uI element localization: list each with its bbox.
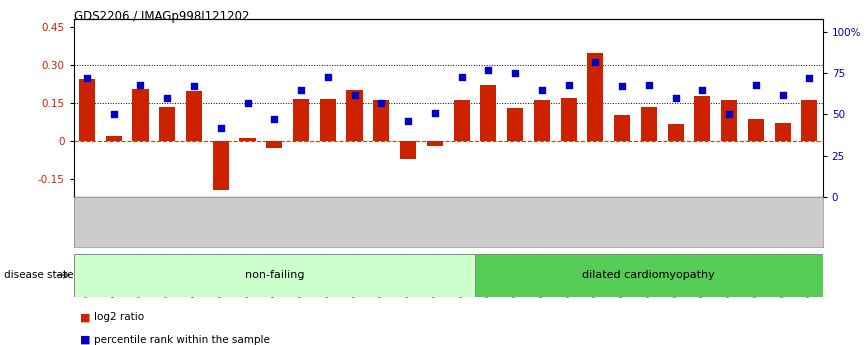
Text: dilated cardiomyopathy: dilated cardiomyopathy bbox=[583, 270, 715, 280]
Text: ■: ■ bbox=[80, 335, 90, 345]
Bar bbox=[747, 119, 764, 141]
Text: ■: ■ bbox=[80, 312, 90, 322]
Point bbox=[80, 76, 94, 81]
Bar bbox=[801, 100, 818, 141]
Point bbox=[803, 76, 817, 81]
Point bbox=[508, 70, 522, 76]
Point bbox=[160, 95, 174, 101]
Bar bbox=[346, 90, 363, 141]
Point bbox=[187, 84, 201, 89]
Bar bbox=[427, 141, 443, 146]
Bar bbox=[186, 91, 202, 141]
Bar bbox=[641, 107, 656, 141]
Point bbox=[588, 59, 602, 65]
Bar bbox=[614, 116, 630, 141]
Bar bbox=[454, 100, 469, 141]
Bar bbox=[79, 79, 95, 141]
Point bbox=[481, 67, 495, 73]
Point bbox=[695, 87, 709, 92]
Text: disease state: disease state bbox=[4, 270, 74, 280]
Bar bbox=[74, 254, 475, 297]
Bar bbox=[159, 107, 175, 141]
Point bbox=[320, 74, 334, 79]
Bar bbox=[400, 141, 416, 159]
Point bbox=[749, 82, 763, 88]
Point bbox=[776, 92, 790, 97]
Bar bbox=[533, 100, 550, 141]
Point bbox=[374, 100, 388, 106]
Bar bbox=[373, 100, 390, 141]
Point bbox=[455, 74, 469, 79]
Bar bbox=[106, 136, 122, 141]
Bar bbox=[213, 141, 229, 190]
Bar bbox=[475, 254, 823, 297]
Point bbox=[669, 95, 682, 101]
Bar bbox=[266, 141, 282, 148]
Point bbox=[214, 125, 228, 130]
Point bbox=[401, 118, 415, 124]
Bar bbox=[587, 53, 604, 141]
Bar bbox=[695, 96, 710, 141]
Bar bbox=[132, 89, 148, 141]
Bar bbox=[721, 100, 737, 141]
Point bbox=[107, 112, 120, 117]
Bar bbox=[320, 99, 336, 141]
Bar bbox=[481, 85, 496, 141]
Point bbox=[241, 100, 255, 106]
Point bbox=[347, 92, 361, 97]
Point bbox=[294, 87, 308, 92]
Text: GDS2206 / IMAGp998I121202: GDS2206 / IMAGp998I121202 bbox=[74, 10, 249, 23]
Text: log2 ratio: log2 ratio bbox=[94, 312, 144, 322]
Point bbox=[428, 110, 442, 116]
Point bbox=[722, 112, 736, 117]
Point bbox=[133, 82, 147, 88]
Bar bbox=[774, 123, 791, 141]
Text: percentile rank within the sample: percentile rank within the sample bbox=[94, 335, 269, 345]
Point bbox=[535, 87, 549, 92]
Bar bbox=[240, 138, 255, 141]
Bar bbox=[560, 98, 577, 141]
Point bbox=[615, 84, 629, 89]
Text: non-failing: non-failing bbox=[244, 270, 304, 280]
Point bbox=[642, 82, 656, 88]
Bar bbox=[507, 108, 523, 141]
Point bbox=[268, 117, 281, 122]
Bar bbox=[293, 99, 309, 141]
Point bbox=[562, 82, 576, 88]
Bar bbox=[668, 124, 683, 141]
